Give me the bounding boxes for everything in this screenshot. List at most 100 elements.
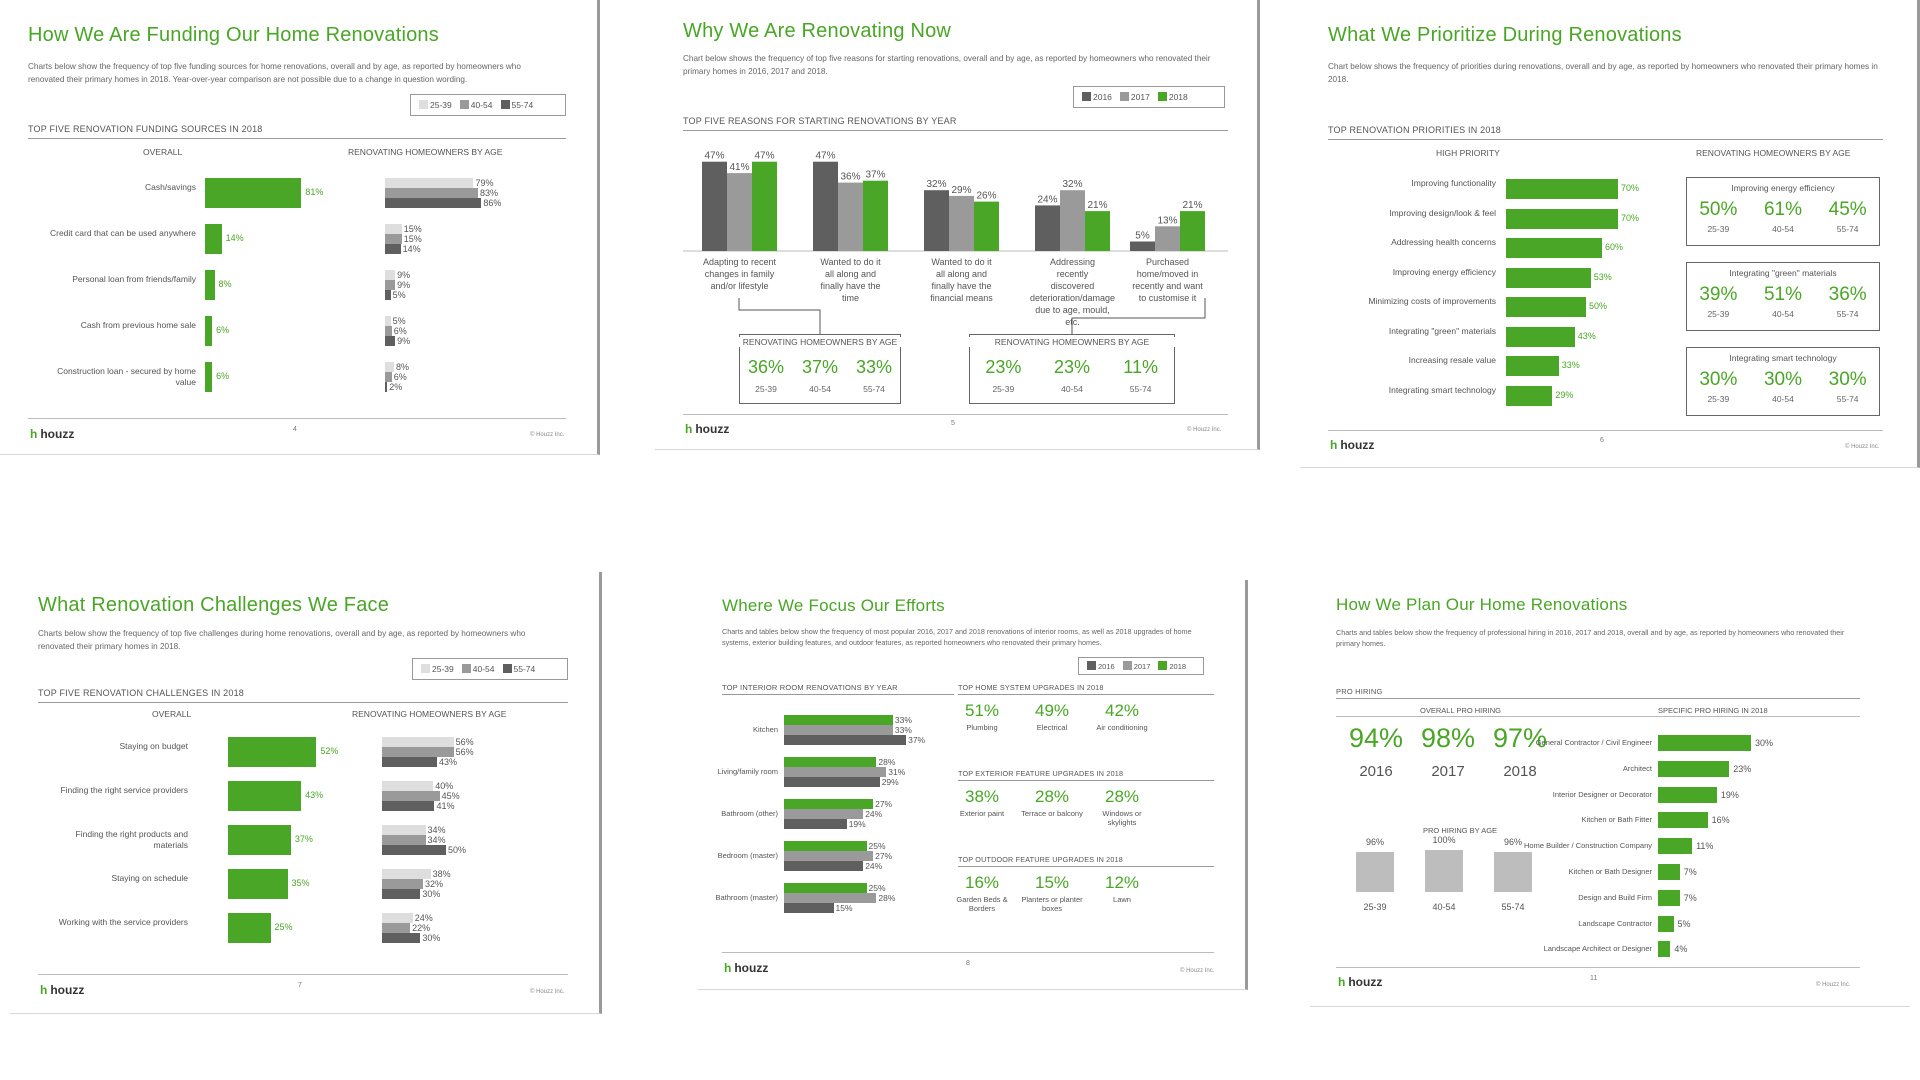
age-box-label: 40-54	[1772, 394, 1794, 404]
upgrade-label: Planters or planter boxes	[1021, 895, 1083, 913]
overall-value: 8%	[218, 279, 232, 289]
bar-value-label: 29%	[951, 185, 971, 196]
slide-description: Chart below shows the frequency of top f…	[683, 54, 1211, 76]
specific-hiring-value: 16%	[1711, 815, 1730, 826]
age-box-right	[969, 334, 1175, 404]
age-box-label: 55-74	[863, 384, 885, 394]
age-value: 5%	[392, 316, 406, 326]
slide-description: Charts below show the frequency of top f…	[28, 62, 521, 84]
age-hiring-bar	[1356, 851, 1394, 892]
room-bar	[784, 757, 877, 767]
age-value: 86%	[483, 198, 502, 208]
age-bar	[385, 244, 401, 254]
age-bar	[382, 923, 411, 933]
slide-description: Chart below shows the frequency of prior…	[1328, 62, 1878, 84]
age-value: 2%	[389, 382, 403, 392]
bar-value-label: 37%	[865, 170, 885, 181]
row-label: Staying on schedule	[111, 873, 188, 883]
overall-hiring-year: 2018	[1503, 763, 1537, 780]
age-value: 30%	[422, 889, 441, 899]
group-heading: TOP HOME SYSTEM UPGRADES IN 2018	[958, 683, 1104, 692]
specific-hiring-bar	[1658, 838, 1693, 855]
age-box-label: 25-39	[1707, 224, 1730, 234]
age-value: 40%	[435, 781, 454, 791]
age-value: 9%	[397, 270, 411, 280]
room-value: 31%	[888, 767, 906, 777]
overall-value: 81%	[305, 187, 324, 197]
slide-priorities: What We Prioritize During Renovations Ch…	[1300, 0, 1920, 468]
priority-age-box	[1686, 262, 1880, 331]
group-heading: TOP EXTERIOR FEATURE UPGRADES IN 2018	[958, 769, 1124, 778]
room-value: 24%	[865, 861, 883, 871]
reason-bar	[924, 190, 949, 251]
overall-bar	[205, 178, 302, 208]
upgrade-value: 51%	[964, 701, 1000, 720]
age-bar	[382, 791, 440, 801]
overall-value: 6%	[216, 371, 230, 381]
category-label: Wanted to do it all along and finally have…	[820, 257, 881, 303]
box-heading: Integrating "green" materials	[1729, 268, 1837, 278]
column-heading-age: RENOVATING HOMEOWNERS BY AGE	[352, 709, 507, 719]
overall-value: 43%	[305, 790, 324, 800]
age-value: 9%	[397, 280, 411, 290]
upgrade-value: 28%	[1104, 787, 1140, 806]
age-bar	[385, 224, 402, 234]
slide-planning: How We Plan Our Home Renovations Charts …	[1310, 575, 1910, 1007]
age-box-label: 25-39	[755, 384, 777, 394]
specific-hiring-value: 23%	[1733, 763, 1752, 774]
priority-label: Minimizing costs of improvements	[1368, 296, 1496, 306]
room-value: 15%	[835, 903, 853, 913]
slide-title: What Renovation Challenges We Face	[38, 594, 390, 616]
age-value: 6%	[393, 372, 407, 382]
upgrade-value: 42%	[1104, 701, 1140, 720]
age-hiring-bar	[1494, 851, 1532, 892]
room-bar	[784, 819, 847, 829]
column-heading-overall: OVERALL PRO HIRING	[1420, 706, 1501, 715]
age-bar	[382, 825, 426, 835]
age-bar	[382, 747, 454, 757]
age-bar	[385, 326, 392, 336]
overall-bar	[228, 913, 271, 943]
overall-value: 25%	[274, 922, 293, 932]
specific-hiring-label: Landscape Architect or Designer	[1543, 944, 1652, 954]
houzz-h-icon: h	[1338, 975, 1346, 989]
box-heading: Integrating smart technology	[1729, 353, 1837, 363]
priority-bar	[1506, 208, 1618, 229]
upgrade-label: Air conditioning	[1096, 723, 1148, 732]
slide-reasons: Why We Are Renovating Now Chart below sh…	[655, 0, 1260, 450]
priority-age-box	[1686, 347, 1880, 416]
age-box-value: 30%	[1699, 369, 1738, 390]
age-bar	[382, 879, 423, 889]
reason-bar	[949, 195, 974, 251]
age-bar	[385, 270, 396, 280]
overall-bar	[205, 270, 215, 300]
specific-hiring-bar	[1658, 941, 1671, 958]
specific-hiring-label: Kitchen or Bath Designer	[1568, 867, 1652, 876]
reason-bar	[1035, 205, 1060, 251]
specific-hiring-value: 30%	[1755, 738, 1774, 748]
houzz-h-icon: h	[30, 427, 38, 441]
age-bar	[382, 913, 413, 923]
age-bar	[382, 757, 438, 767]
slide-title: How We Plan Our Home Renovations	[1336, 595, 1628, 614]
column-heading-overall: OVERALL	[152, 709, 192, 719]
age-box-value: 61%	[1763, 199, 1803, 220]
room-bar	[784, 861, 864, 871]
specific-hiring-value: 4%	[1674, 944, 1688, 955]
box-heading: Improving energy efficiency	[1731, 183, 1835, 193]
priority-value: 50%	[1589, 301, 1608, 311]
houzz-h-icon: h	[40, 983, 48, 997]
slide-title: Why We Are Renovating Now	[683, 20, 952, 42]
specific-hiring-bar	[1658, 889, 1680, 906]
age-hiring-value: 96%	[1503, 836, 1522, 847]
age-box-value: 33%	[855, 357, 893, 377]
connector-line	[1071, 298, 1206, 334]
room-bar	[784, 883, 867, 893]
room-bar	[784, 851, 874, 861]
bar-value-label: 5%	[1135, 231, 1150, 242]
box-heading: RENOVATING HOMEOWNERS BY AGE	[739, 337, 901, 347]
column-heading-age: RENOVATING HOMEOWNERS BY AGE	[1696, 148, 1851, 158]
page-number: 5	[951, 420, 955, 427]
legend-item: 40-54	[461, 664, 495, 674]
slide-description: Charts below show the frequency of top f…	[38, 629, 526, 651]
